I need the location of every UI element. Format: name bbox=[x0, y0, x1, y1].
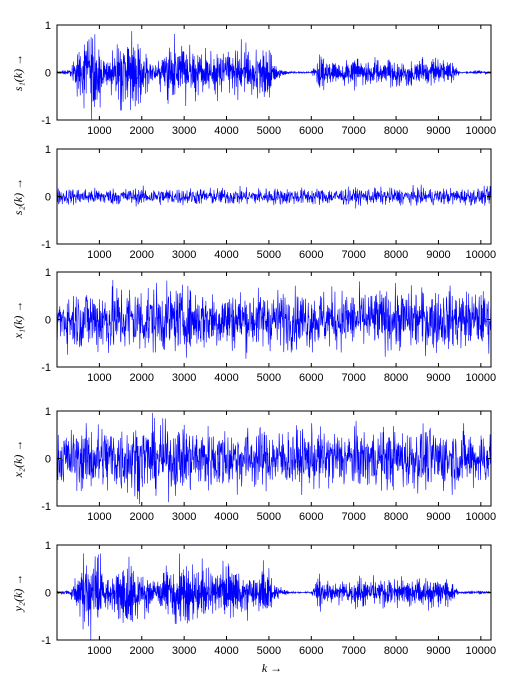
x-tick-label: 7000 bbox=[341, 125, 365, 137]
x-tick-label: 2000 bbox=[130, 249, 154, 261]
signal-line bbox=[56, 184, 492, 209]
x-tick-label: 7000 bbox=[341, 511, 365, 523]
x-tick-label: 9000 bbox=[426, 249, 450, 261]
y-tick-label: 0 bbox=[45, 68, 51, 80]
x-tick-label: 10000 bbox=[466, 372, 497, 384]
x-tick-label: 4000 bbox=[214, 511, 238, 523]
x-tick-label: 1000 bbox=[87, 645, 111, 657]
y-tick-label: 0 bbox=[45, 454, 51, 466]
x-tick-label: 2000 bbox=[130, 511, 154, 523]
x-tick-label: 4000 bbox=[214, 645, 238, 657]
y-tick-label: -1 bbox=[41, 115, 51, 127]
subplot-4: 1000 2000 3000 4000 5000 6000 7000 8000 9000 1000… bbox=[11, 406, 496, 523]
y-tick-label: -1 bbox=[41, 501, 51, 513]
x-tick-label: 5000 bbox=[257, 125, 281, 137]
x-tick-label: 3000 bbox=[172, 511, 196, 523]
y-tick-label: -1 bbox=[41, 239, 51, 251]
y-axis-label: y₂(k) → bbox=[11, 574, 25, 613]
x-tick-label: 7000 bbox=[341, 645, 365, 657]
y-tick-label: -1 bbox=[41, 635, 51, 647]
x-tick-label: 2000 bbox=[130, 372, 154, 384]
x-tick-label: 7000 bbox=[341, 372, 365, 384]
x-tick-label: 8000 bbox=[384, 511, 408, 523]
x-tick-label: 10000 bbox=[466, 511, 497, 523]
y-tick-label: 1 bbox=[45, 267, 51, 279]
y-axis-label: x₁(k) → bbox=[11, 301, 25, 340]
x-tick-label: 7000 bbox=[341, 249, 365, 261]
x-tick-label: 8000 bbox=[384, 249, 408, 261]
x-tick-label: 1000 bbox=[87, 249, 111, 261]
subplot-3: 1000 2000 3000 4000 5000 6000 7000 8000 9000 1000… bbox=[11, 267, 496, 384]
x-tick-label: 4000 bbox=[214, 249, 238, 261]
x-tick-label: 3000 bbox=[172, 645, 196, 657]
x-tick-label: 6000 bbox=[299, 372, 323, 384]
x-tick-label: 1000 bbox=[87, 125, 111, 137]
x-tick-label: 6000 bbox=[299, 511, 323, 523]
y-tick-label: -1 bbox=[41, 362, 51, 374]
x-tick-label: 8000 bbox=[384, 125, 408, 137]
y-tick-label: 1 bbox=[45, 144, 51, 156]
signal-line bbox=[56, 31, 492, 120]
x-tick-label: 6000 bbox=[299, 645, 323, 657]
x-tick-label: 9000 bbox=[426, 511, 450, 523]
x-tick-label: 8000 bbox=[384, 372, 408, 384]
x-tick-label: 2000 bbox=[130, 645, 154, 657]
y-tick-label: 0 bbox=[45, 315, 51, 327]
signal-line bbox=[56, 280, 492, 359]
x-axis-label: k → bbox=[262, 661, 282, 675]
subplot-5: 1000 2000 3000 4000 5000 6000 7000 8000 9000 1000… bbox=[11, 540, 496, 657]
y-axis-label: s₁(k) → bbox=[11, 54, 25, 91]
x-tick-label: 10000 bbox=[466, 249, 497, 261]
y-tick-label: 1 bbox=[45, 406, 51, 418]
x-tick-label: 10000 bbox=[466, 125, 497, 137]
x-tick-label: 8000 bbox=[384, 645, 408, 657]
x-tick-label: 5000 bbox=[257, 249, 281, 261]
y-axis-label: s₂(k) → bbox=[11, 178, 25, 215]
x-tick-label: 3000 bbox=[172, 249, 196, 261]
x-tick-label: 5000 bbox=[257, 372, 281, 384]
y-tick-label: 1 bbox=[45, 20, 51, 32]
x-tick-label: 4000 bbox=[214, 125, 238, 137]
x-tick-label: 5000 bbox=[257, 511, 281, 523]
signal-line bbox=[56, 412, 492, 504]
x-tick-label: 10000 bbox=[466, 645, 497, 657]
x-tick-label: 1000 bbox=[87, 372, 111, 384]
x-tick-label: 9000 bbox=[426, 372, 450, 384]
x-tick-label: 9000 bbox=[426, 125, 450, 137]
x-tick-label: 1000 bbox=[87, 511, 111, 523]
x-tick-label: 5000 bbox=[257, 645, 281, 657]
y-tick-label: 1 bbox=[45, 540, 51, 552]
subplot-2: 1000 2000 3000 4000 5000 6000 7000 8000 9000 1000… bbox=[11, 144, 496, 261]
x-tick-label: 2000 bbox=[130, 125, 154, 137]
signal-line bbox=[56, 553, 492, 640]
y-tick-label: 0 bbox=[45, 588, 51, 600]
x-tick-label: 3000 bbox=[172, 372, 196, 384]
x-tick-label: 6000 bbox=[299, 249, 323, 261]
y-tick-label: 0 bbox=[45, 192, 51, 204]
x-tick-label: 4000 bbox=[214, 372, 238, 384]
y-axis-label: x₂(k) → bbox=[11, 440, 25, 479]
subplot-1: 1000 2000 3000 4000 5000 6000 7000 8000 9000 1000… bbox=[11, 20, 496, 137]
x-tick-label: 3000 bbox=[172, 125, 196, 137]
x-tick-label: 9000 bbox=[426, 645, 450, 657]
x-tick-label: 6000 bbox=[299, 125, 323, 137]
